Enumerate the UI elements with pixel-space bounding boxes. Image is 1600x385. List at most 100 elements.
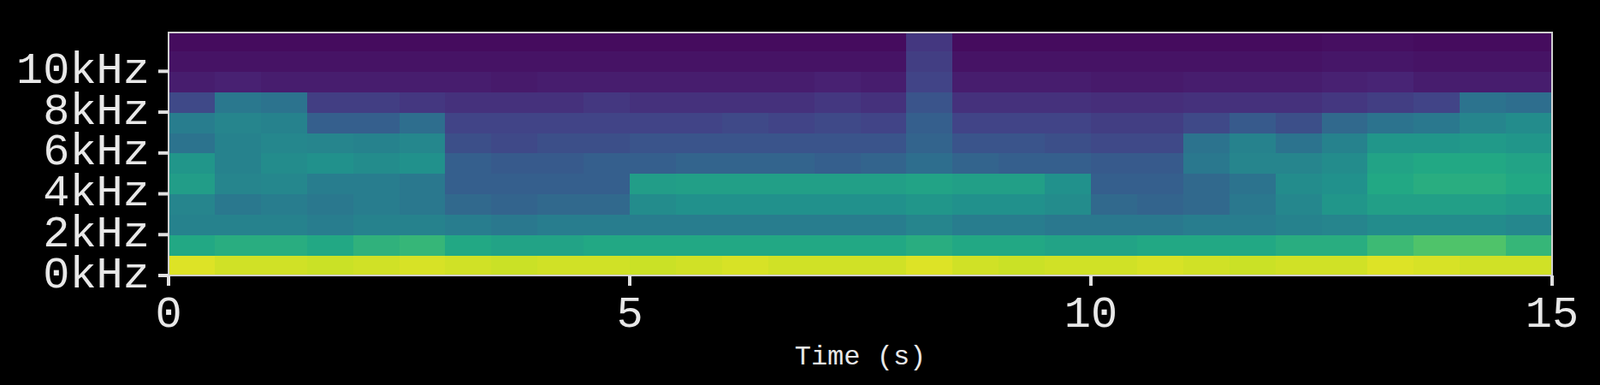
cell [1505,91,1553,113]
cell [1459,132,1507,154]
cell [1413,213,1461,235]
cell [1321,32,1369,52]
x-tick-label: 10 [1064,290,1118,341]
cell [1367,153,1415,174]
cell [1321,194,1369,215]
cell [1413,234,1461,255]
cell [1367,254,1415,276]
cell [260,254,309,276]
cell [814,132,862,154]
cell [399,254,447,276]
cell [537,112,585,133]
cell [444,234,492,255]
cell [768,153,816,174]
cell [353,91,401,113]
cell [998,234,1046,255]
cell [399,153,447,174]
cell [1321,132,1369,154]
x-axis-label: Time (s) [794,341,927,374]
cell [1459,213,1507,235]
cell [444,194,492,215]
cell [1090,153,1138,174]
cell [260,213,309,235]
cell [583,132,631,154]
cell [906,71,954,92]
cell [814,234,862,255]
cell [1321,173,1369,195]
cell [722,91,770,113]
cell [583,254,631,276]
cell [1413,254,1461,276]
cell [814,71,862,92]
cell [168,71,216,92]
cell [260,91,309,113]
cell [491,112,539,133]
cell [1229,153,1277,174]
cell [629,234,677,255]
cell [1137,50,1185,72]
cell [906,254,954,276]
background [0,0,1600,385]
cell [307,194,355,215]
cell [860,194,908,215]
cell [260,112,309,133]
cell [1137,173,1185,195]
cell [1044,194,1092,215]
cell [491,50,539,72]
cell [1229,234,1277,255]
cell [260,153,309,174]
cell [998,153,1046,174]
cell [583,91,631,113]
cell [307,50,355,72]
cell [1137,153,1185,174]
cell [444,50,492,72]
cell [1044,32,1092,52]
cell [1321,91,1369,113]
cell [353,132,401,154]
cell [214,32,262,52]
cell [722,71,770,92]
cell [906,173,954,195]
cell [998,71,1046,92]
cell [1367,194,1415,215]
cell [491,234,539,255]
cell [860,112,908,133]
cell [399,194,447,215]
cell [1137,213,1185,235]
cell [814,112,862,133]
cell [307,112,355,133]
cell [1367,50,1415,72]
cell [1367,71,1415,92]
cell [1090,194,1138,215]
cell [1275,173,1323,195]
cell [1044,153,1092,174]
cell [1090,91,1138,113]
cell [353,194,401,215]
cell [1413,91,1461,113]
cell [583,234,631,255]
cell [353,112,401,133]
cell [353,173,401,195]
cell [399,32,447,52]
cell [675,254,723,276]
cell [1367,132,1415,154]
cell [1137,194,1185,215]
cell [214,173,262,195]
y-tick [158,192,169,196]
cell [675,173,723,195]
cell [307,254,355,276]
cell [629,50,677,72]
cell [906,194,954,215]
cell [768,213,816,235]
cell [1505,194,1553,215]
cell [814,173,862,195]
cell [1044,132,1092,154]
cell [583,153,631,174]
cell [998,91,1046,113]
cell [1044,112,1092,133]
cell [1229,91,1277,113]
cell [491,213,539,235]
cell [1275,71,1323,92]
chart: 0kHz2kHz4kHz6kHz8kHz10kHz051015Time (s) [0,0,1600,385]
cell [168,213,216,235]
